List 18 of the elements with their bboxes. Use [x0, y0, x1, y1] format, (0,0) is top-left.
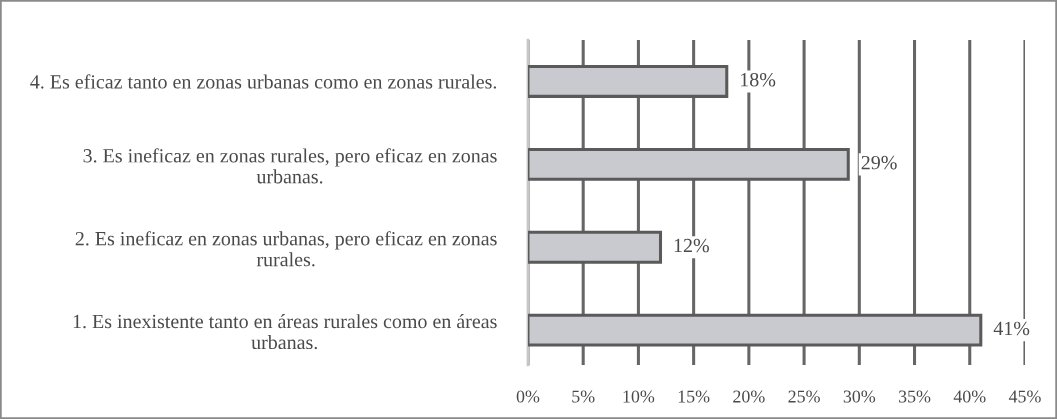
y-tick-label: 2. Es ineficaz en zonas urbanas, pero eficaz en zonas rurales.	[75, 231, 497, 267]
x-tick-label: 5%	[572, 390, 595, 403]
y-tick-label: 4. Es eficaz tanto en zonas urbanas como en zonas rurales.	[30, 74, 497, 89]
data-label: 12%	[674, 238, 709, 253]
x-tick-label: 0%	[516, 390, 540, 403]
y-tick-label: 1. Es inexistente tanto en áreas rurales como en áreas urbanas.	[73, 314, 497, 350]
x-tick-label: 40%	[953, 390, 986, 403]
data-label: 41%	[993, 321, 1030, 336]
x-tick-label: 20%	[733, 390, 765, 403]
x-tick-label: 10%	[623, 390, 655, 403]
data-label: 18%	[741, 72, 776, 87]
data-label: 29%	[861, 155, 897, 170]
x-tick-label: 15%	[678, 390, 710, 403]
x-tick-label: 35%	[898, 390, 931, 403]
x-tick-label: 25%	[788, 390, 820, 403]
x-tick-label: 45%	[1008, 390, 1041, 403]
x-tick-label: 30%	[843, 390, 876, 403]
y-tick-label: 3. Es ineficaz en zonas rurales, pero eficaz en zonas urbanas.	[83, 148, 497, 184]
